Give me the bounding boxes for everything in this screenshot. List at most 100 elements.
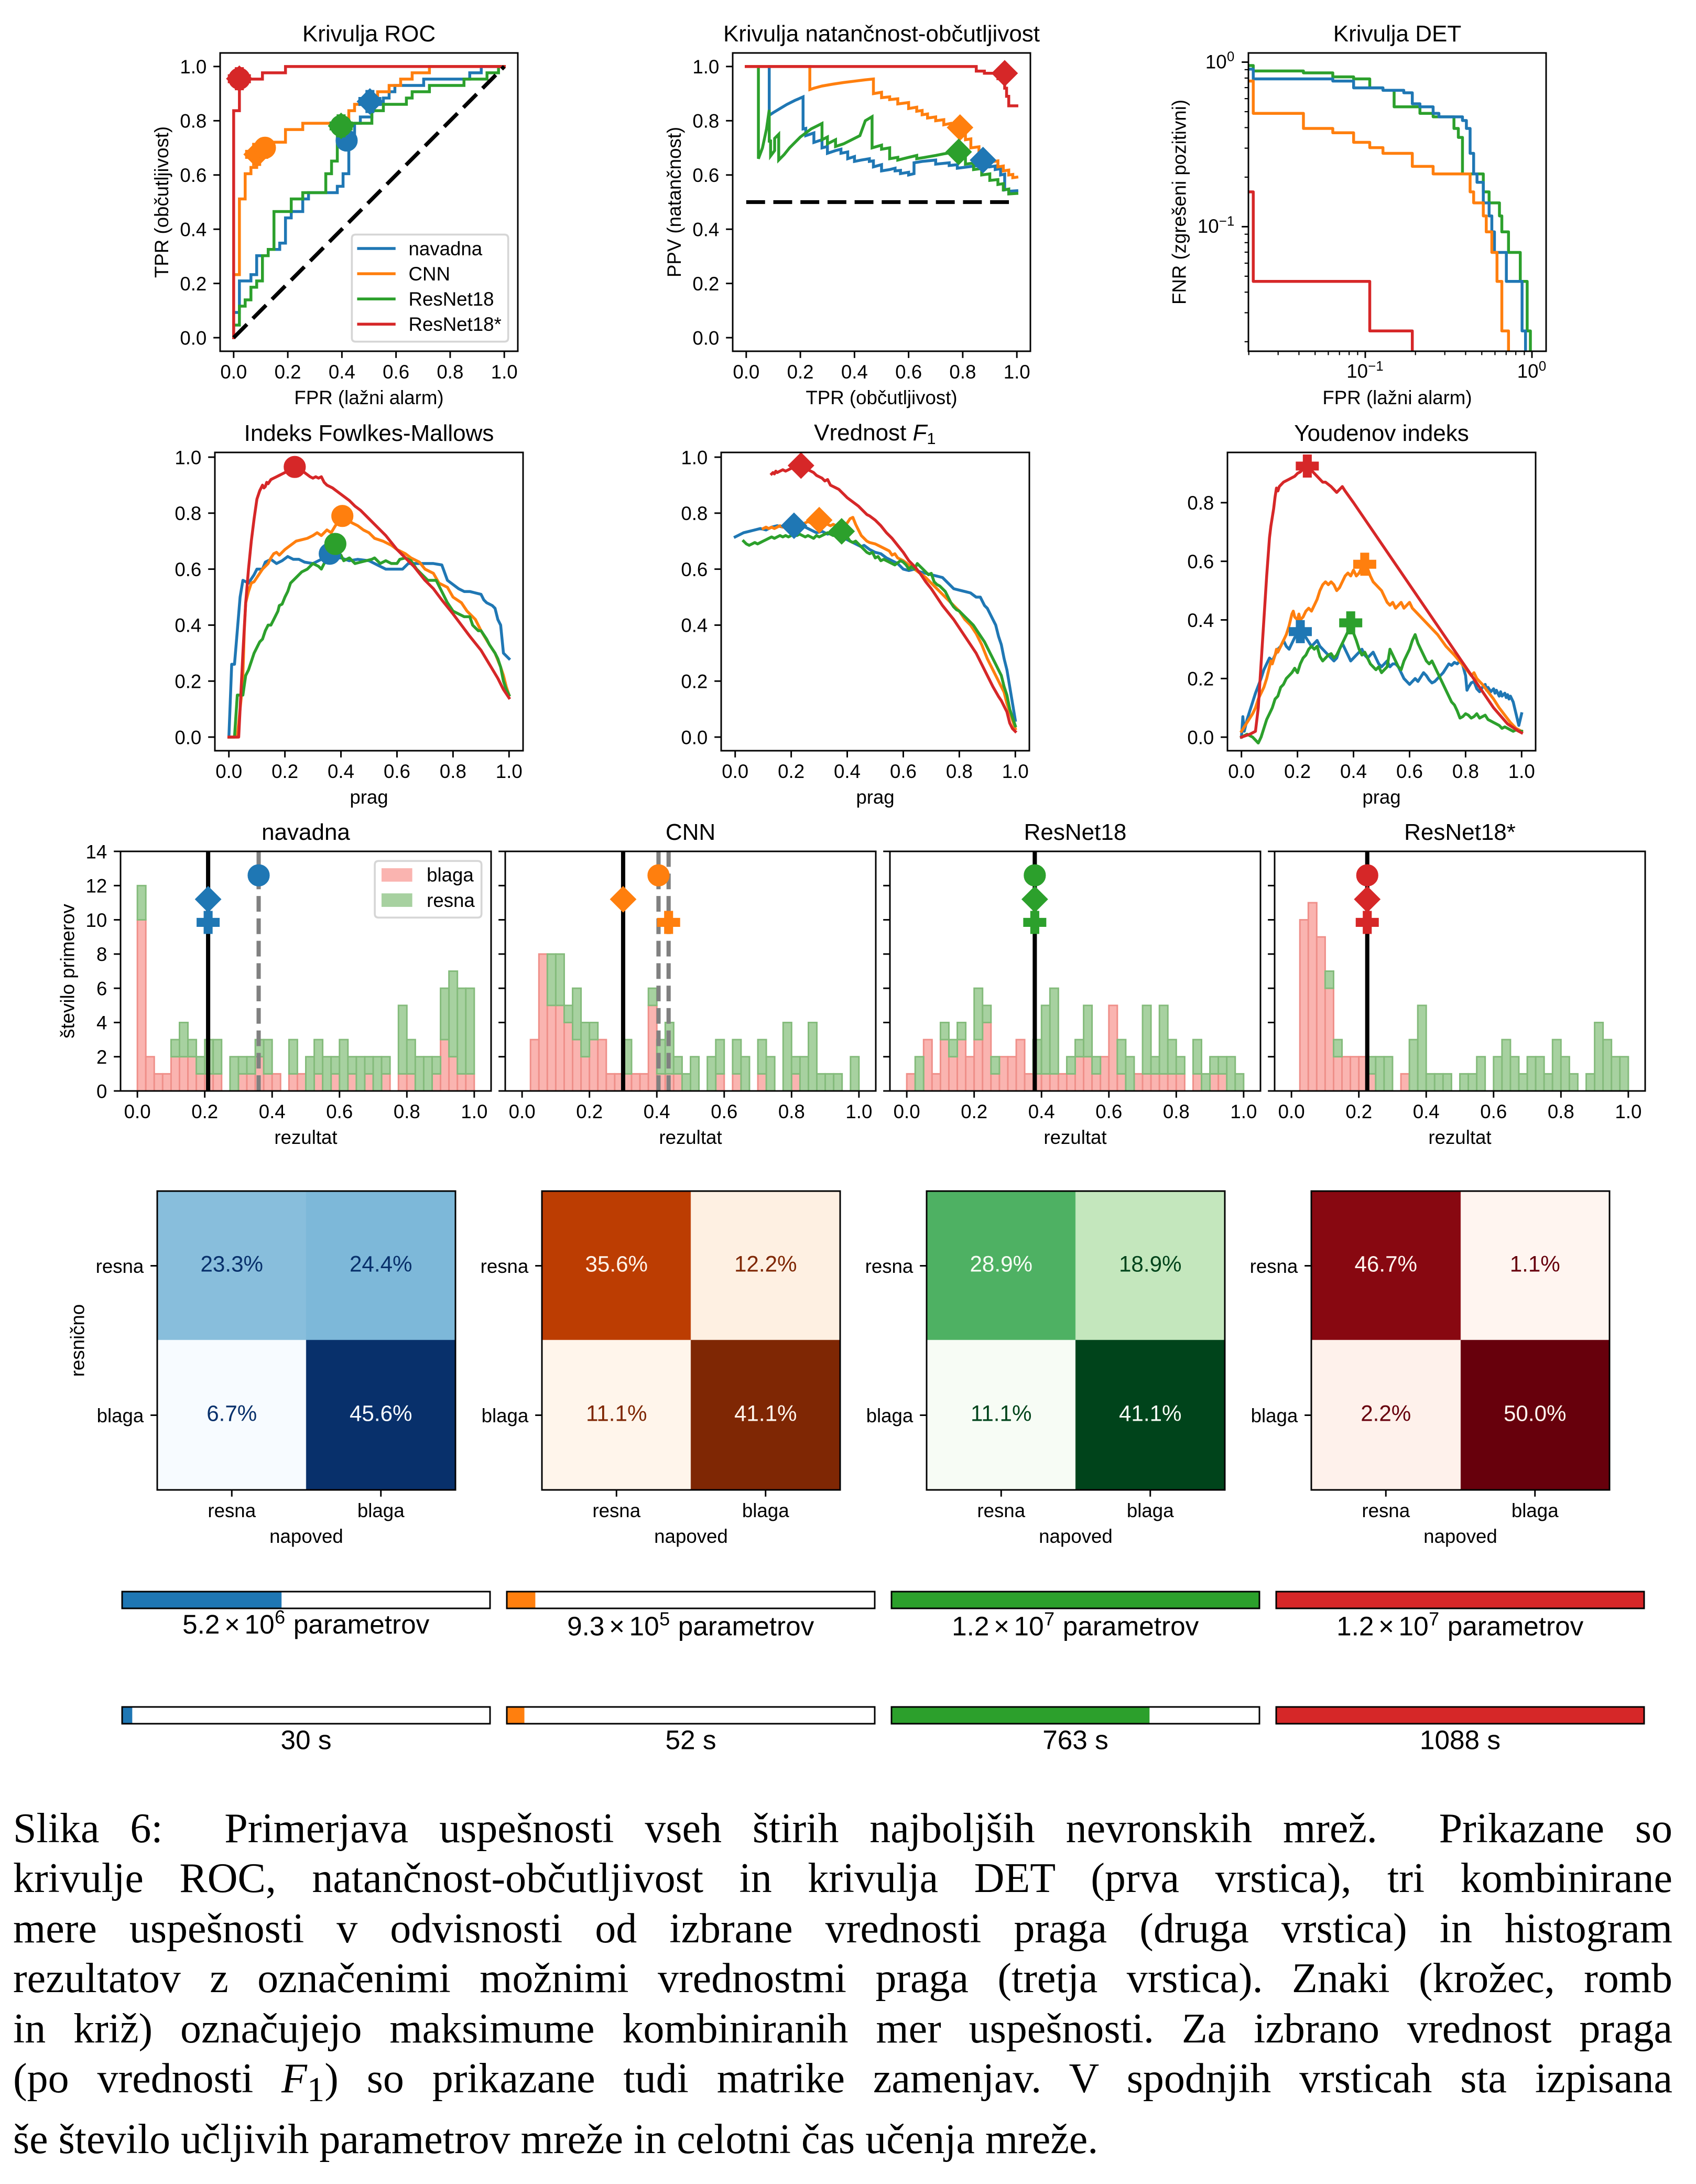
svg-text:0.4: 0.4 xyxy=(692,219,719,241)
svg-text:prag: prag xyxy=(856,786,894,808)
svg-text:0.6: 0.6 xyxy=(895,361,922,383)
svg-text:blaga: blaga xyxy=(482,1405,529,1426)
svg-text:23.3%: 23.3% xyxy=(200,1251,263,1276)
svg-text:0.0: 0.0 xyxy=(1187,727,1214,748)
svg-text:14: 14 xyxy=(86,841,107,862)
svg-text:0.0: 0.0 xyxy=(681,727,708,748)
svg-text:0.0: 0.0 xyxy=(124,1101,151,1122)
svg-text:35.6%: 35.6% xyxy=(585,1251,648,1276)
svg-text:resna: resna xyxy=(208,1500,256,1521)
svg-text:1.0: 1.0 xyxy=(692,56,719,78)
svg-text:12.2%: 12.2% xyxy=(734,1251,797,1276)
svg-text:napoved: napoved xyxy=(654,1526,728,1547)
svg-text:0.8: 0.8 xyxy=(946,761,973,782)
svg-text:ResNet18: ResNet18 xyxy=(1024,819,1127,845)
svg-text:45.6%: 45.6% xyxy=(350,1401,412,1425)
svg-text:0.2: 0.2 xyxy=(1187,668,1214,690)
svg-text:navadna: navadna xyxy=(262,819,350,845)
svg-text:1.0: 1.0 xyxy=(496,761,523,782)
svg-text:1 0 0: 1 0 0 xyxy=(1517,351,1547,385)
svg-text:0.0: 0.0 xyxy=(180,327,206,349)
svg-text:CNN: CNN xyxy=(409,263,450,285)
svg-text:0.6: 0.6 xyxy=(681,559,708,580)
svg-text:0.4: 0.4 xyxy=(644,1101,670,1122)
svg-text:PPV (natančnost): PPV (natančnost) xyxy=(664,127,685,277)
svg-text:1.1%: 1.1% xyxy=(1510,1251,1560,1276)
svg-text:24.4%: 24.4% xyxy=(350,1251,412,1276)
svg-text:1.0: 1.0 xyxy=(180,56,206,78)
svg-text:Krivulja natančnost-občutljivo: Krivulja natančnost-občutljivost xyxy=(723,21,1040,47)
svg-text:blaga: blaga xyxy=(427,864,474,886)
svg-text:1.0: 1.0 xyxy=(681,447,708,468)
svg-text:CNN: CNN xyxy=(666,819,715,845)
svg-text:0.8: 0.8 xyxy=(1548,1101,1574,1122)
svg-text:52 s: 52 s xyxy=(665,1725,716,1755)
svg-text:prag: prag xyxy=(1362,786,1400,808)
svg-text:0.4: 0.4 xyxy=(1028,1101,1055,1122)
svg-text:0.6: 0.6 xyxy=(1480,1101,1507,1122)
svg-text:0.6: 0.6 xyxy=(890,761,917,782)
svg-text:0.6: 0.6 xyxy=(326,1101,353,1122)
svg-text:1.0: 1.0 xyxy=(845,1101,872,1122)
svg-text:napoved: napoved xyxy=(1423,1526,1497,1547)
svg-text:V r e d: V r e d n o s t F 1 xyxy=(814,413,936,448)
svg-text:1.0: 1.0 xyxy=(1004,361,1030,383)
svg-text:1 0 0: 1 0 0 xyxy=(1205,41,1235,75)
svg-text:napoved: napoved xyxy=(269,1526,343,1547)
svg-text:50.0%: 50.0% xyxy=(1504,1401,1567,1425)
svg-text:0.2: 0.2 xyxy=(275,361,301,383)
svg-text:blaga: blaga xyxy=(866,1405,914,1426)
svg-text:0.0: 0.0 xyxy=(220,361,247,383)
svg-text:0.4: 0.4 xyxy=(1340,761,1367,782)
svg-text:0.2: 0.2 xyxy=(576,1101,603,1122)
svg-text:0.2: 0.2 xyxy=(692,273,719,295)
svg-text:blaga: blaga xyxy=(97,1405,144,1426)
svg-text:0.6: 0.6 xyxy=(692,165,719,186)
svg-text:resna: resna xyxy=(427,890,475,911)
svg-text:0.0: 0.0 xyxy=(722,761,748,782)
svg-text:0.0: 0.0 xyxy=(692,327,719,349)
svg-text:resna: resna xyxy=(96,1256,144,1277)
svg-text:1 . 2 ×: 1 . 2 × 1 0 p a r a m e t r o v 7 xyxy=(952,1608,1208,1642)
svg-text:0.4: 0.4 xyxy=(328,761,354,782)
svg-text:0.2: 0.2 xyxy=(961,1101,987,1122)
svg-text:763 s: 763 s xyxy=(1042,1725,1108,1755)
svg-text:1.0: 1.0 xyxy=(1508,761,1535,782)
svg-text:0.0: 0.0 xyxy=(215,761,242,782)
svg-text:ResNet18*: ResNet18* xyxy=(1404,819,1516,845)
svg-text:0.6: 0.6 xyxy=(175,559,201,580)
svg-text:11.1%: 11.1% xyxy=(971,1401,1031,1425)
svg-text:41.1%: 41.1% xyxy=(734,1401,797,1425)
svg-text:4: 4 xyxy=(96,1012,107,1034)
svg-text:0.0: 0.0 xyxy=(509,1101,536,1122)
svg-text:0.8: 0.8 xyxy=(394,1101,420,1122)
svg-text:0.2: 0.2 xyxy=(1345,1101,1372,1122)
svg-text:2: 2 xyxy=(96,1046,107,1068)
svg-text:blaga: blaga xyxy=(742,1500,789,1521)
svg-text:1.0: 1.0 xyxy=(491,361,518,383)
svg-text:0.0: 0.0 xyxy=(733,361,759,383)
svg-text:FNR (zgrešeni pozitivni): FNR (zgrešeni pozitivni) xyxy=(1169,100,1190,305)
svg-text:resna: resna xyxy=(977,1500,1025,1521)
svg-text:1 . 2 ×: 1 . 2 × 1 0 p a r a m e t r o v 7 xyxy=(1336,1608,1592,1642)
svg-text:rezultat: rezultat xyxy=(1428,1127,1491,1148)
svg-text:resna: resna xyxy=(592,1500,640,1521)
svg-text:0.8: 0.8 xyxy=(1187,492,1214,514)
svg-text:napoved: napoved xyxy=(1039,1526,1113,1547)
svg-text:0.8: 0.8 xyxy=(440,761,466,782)
svg-text:0.6: 0.6 xyxy=(1396,761,1423,782)
svg-text:Youdenov indeks: Youdenov indeks xyxy=(1294,420,1469,446)
svg-text:41.1%: 41.1% xyxy=(1119,1401,1182,1425)
svg-text:0.2: 0.2 xyxy=(681,671,708,692)
svg-text:0.8: 0.8 xyxy=(778,1101,805,1122)
svg-text:0.6: 0.6 xyxy=(180,165,206,186)
svg-text:FPR (lažni alarm): FPR (lažni alarm) xyxy=(1322,387,1472,408)
svg-text:0.6: 0.6 xyxy=(1187,551,1214,572)
svg-text:18.9%: 18.9% xyxy=(1119,1251,1182,1276)
svg-text:0.2: 0.2 xyxy=(180,273,206,295)
svg-text:0.8: 0.8 xyxy=(1452,761,1479,782)
svg-text:0.8: 0.8 xyxy=(180,111,206,132)
svg-text:0.0: 0.0 xyxy=(1228,761,1255,782)
svg-text:1.0: 1.0 xyxy=(1615,1101,1641,1122)
svg-text:0.6: 0.6 xyxy=(711,1101,737,1122)
